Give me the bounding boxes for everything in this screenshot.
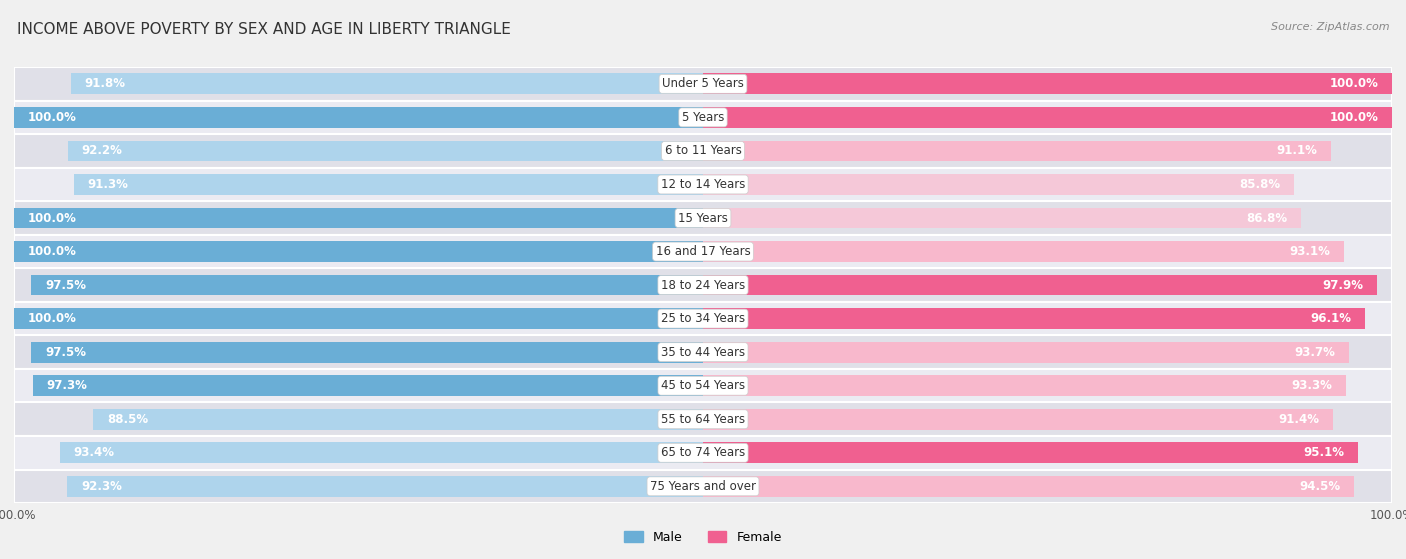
Text: 25 to 34 Years: 25 to 34 Years bbox=[661, 312, 745, 325]
Text: 75 Years and over: 75 Years and over bbox=[650, 480, 756, 493]
Bar bbox=[703, 308, 1365, 329]
Text: 97.3%: 97.3% bbox=[46, 379, 87, 392]
Bar bbox=[14, 268, 1392, 302]
Bar bbox=[703, 140, 1330, 162]
Text: 93.1%: 93.1% bbox=[1289, 245, 1330, 258]
Text: 55 to 64 Years: 55 to 64 Years bbox=[661, 413, 745, 426]
Bar bbox=[14, 134, 1392, 168]
Bar bbox=[14, 436, 1392, 470]
Text: 94.5%: 94.5% bbox=[1299, 480, 1340, 493]
Text: 16 and 17 Years: 16 and 17 Years bbox=[655, 245, 751, 258]
Bar bbox=[14, 235, 1392, 268]
Text: 100.0%: 100.0% bbox=[1329, 111, 1378, 124]
Text: 93.4%: 93.4% bbox=[73, 446, 114, 459]
Text: 95.1%: 95.1% bbox=[1303, 446, 1344, 459]
Bar bbox=[703, 442, 1358, 463]
Bar bbox=[703, 342, 1348, 363]
Bar bbox=[703, 73, 1392, 94]
Text: 97.5%: 97.5% bbox=[45, 345, 86, 359]
Text: 92.3%: 92.3% bbox=[82, 480, 122, 493]
Bar bbox=[14, 168, 1392, 201]
Text: 93.3%: 93.3% bbox=[1291, 379, 1331, 392]
Bar bbox=[93, 409, 703, 430]
Bar bbox=[14, 335, 1392, 369]
Text: 15 Years: 15 Years bbox=[678, 211, 728, 225]
Bar bbox=[59, 442, 703, 463]
Bar bbox=[67, 476, 703, 497]
Text: 85.8%: 85.8% bbox=[1239, 178, 1281, 191]
Text: Under 5 Years: Under 5 Years bbox=[662, 77, 744, 91]
Text: 91.1%: 91.1% bbox=[1277, 144, 1317, 158]
Text: 97.9%: 97.9% bbox=[1323, 278, 1364, 292]
Text: 91.4%: 91.4% bbox=[1278, 413, 1319, 426]
Bar bbox=[14, 101, 1392, 134]
Text: 5 Years: 5 Years bbox=[682, 111, 724, 124]
Bar bbox=[14, 201, 1392, 235]
Text: 45 to 54 Years: 45 to 54 Years bbox=[661, 379, 745, 392]
Bar bbox=[703, 241, 1344, 262]
Text: 65 to 74 Years: 65 to 74 Years bbox=[661, 446, 745, 459]
Bar bbox=[31, 342, 703, 363]
Text: 86.8%: 86.8% bbox=[1246, 211, 1288, 225]
Bar bbox=[14, 67, 1392, 101]
Bar bbox=[703, 274, 1378, 296]
Text: 12 to 14 Years: 12 to 14 Years bbox=[661, 178, 745, 191]
Bar bbox=[67, 140, 703, 162]
Text: 100.0%: 100.0% bbox=[28, 312, 77, 325]
Bar bbox=[14, 207, 703, 229]
Text: 100.0%: 100.0% bbox=[1329, 77, 1378, 91]
Bar bbox=[14, 302, 1392, 335]
Text: 100.0%: 100.0% bbox=[28, 111, 77, 124]
Bar bbox=[14, 308, 703, 329]
Bar bbox=[14, 470, 1392, 503]
Bar bbox=[703, 174, 1294, 195]
Text: 6 to 11 Years: 6 to 11 Years bbox=[665, 144, 741, 158]
Bar bbox=[32, 375, 703, 396]
Bar bbox=[703, 375, 1346, 396]
Text: INCOME ABOVE POVERTY BY SEX AND AGE IN LIBERTY TRIANGLE: INCOME ABOVE POVERTY BY SEX AND AGE IN L… bbox=[17, 22, 510, 37]
Text: 93.7%: 93.7% bbox=[1294, 345, 1334, 359]
Bar bbox=[703, 409, 1333, 430]
Bar bbox=[703, 476, 1354, 497]
Bar bbox=[14, 241, 703, 262]
Bar bbox=[70, 73, 703, 94]
Text: 96.1%: 96.1% bbox=[1310, 312, 1351, 325]
Text: 100.0%: 100.0% bbox=[28, 245, 77, 258]
Text: 91.3%: 91.3% bbox=[87, 178, 129, 191]
Bar bbox=[75, 174, 703, 195]
Text: 92.2%: 92.2% bbox=[82, 144, 122, 158]
Text: 97.5%: 97.5% bbox=[45, 278, 86, 292]
Bar bbox=[703, 207, 1301, 229]
Bar bbox=[14, 107, 703, 128]
Text: 100.0%: 100.0% bbox=[28, 211, 77, 225]
Text: 35 to 44 Years: 35 to 44 Years bbox=[661, 345, 745, 359]
Bar bbox=[31, 274, 703, 296]
Text: 91.8%: 91.8% bbox=[84, 77, 125, 91]
Bar bbox=[14, 369, 1392, 402]
Bar bbox=[14, 402, 1392, 436]
Text: Source: ZipAtlas.com: Source: ZipAtlas.com bbox=[1271, 22, 1389, 32]
Text: 88.5%: 88.5% bbox=[107, 413, 148, 426]
Bar bbox=[703, 107, 1392, 128]
Legend: Male, Female: Male, Female bbox=[619, 526, 787, 549]
Text: 18 to 24 Years: 18 to 24 Years bbox=[661, 278, 745, 292]
